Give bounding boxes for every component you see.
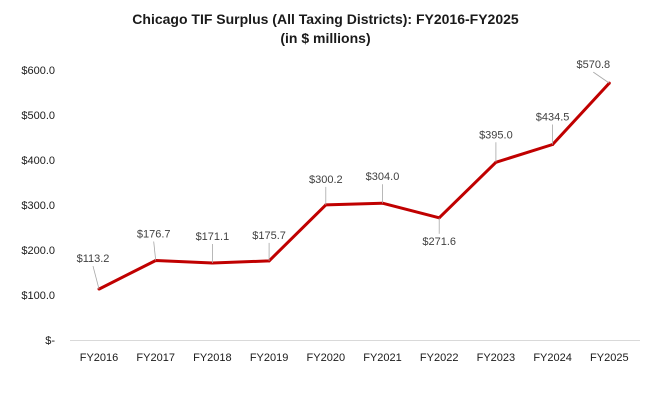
x-tick-label: FY2023 bbox=[477, 352, 516, 364]
chart-subtitle: (in $ millions) bbox=[280, 30, 371, 46]
x-tick-label: FY2021 bbox=[363, 352, 402, 364]
x-tick-label: FY2019 bbox=[250, 352, 289, 364]
y-tick-label: $300.0 bbox=[21, 200, 55, 212]
data-label: $271.6 bbox=[422, 236, 456, 248]
data-label: $113.2 bbox=[77, 253, 110, 265]
data-label-leader bbox=[593, 71, 610, 84]
data-label: $175.7 bbox=[252, 230, 286, 242]
x-tick-label: FY2017 bbox=[136, 352, 175, 364]
data-label-leader bbox=[153, 241, 157, 261]
chart-title: Chicago TIF Surplus (All Taxing District… bbox=[0, 10, 651, 48]
data-label: $176.7 bbox=[137, 228, 171, 240]
data-label: $300.2 bbox=[309, 174, 343, 186]
x-tick-label: FY2020 bbox=[307, 352, 346, 364]
data-label: $395.0 bbox=[479, 129, 513, 141]
x-tick-label: FY2018 bbox=[193, 352, 232, 364]
x-tick-label: FY2022 bbox=[420, 352, 459, 364]
data-label: $171.1 bbox=[196, 231, 230, 243]
x-tick-label: FY2024 bbox=[533, 352, 572, 364]
y-tick-label: $- bbox=[45, 335, 55, 347]
data-label: $304.0 bbox=[366, 171, 400, 183]
y-tick-label: $200.0 bbox=[21, 245, 55, 257]
x-tick-label: FY2016 bbox=[80, 352, 119, 364]
data-label-leader bbox=[92, 265, 100, 290]
y-tick-label: $100.0 bbox=[21, 290, 55, 302]
y-tick-label: $600.0 bbox=[21, 65, 55, 77]
series-line bbox=[98, 82, 611, 291]
y-tick-label: $500.0 bbox=[21, 110, 55, 122]
x-tick-label: FY2025 bbox=[590, 352, 629, 364]
chart-title-line: Chicago TIF Surplus (All Taxing District… bbox=[132, 11, 519, 27]
data-label: $434.5 bbox=[536, 111, 570, 123]
y-tick-label: $400.0 bbox=[21, 155, 55, 167]
data-label: $570.8 bbox=[576, 59, 610, 71]
